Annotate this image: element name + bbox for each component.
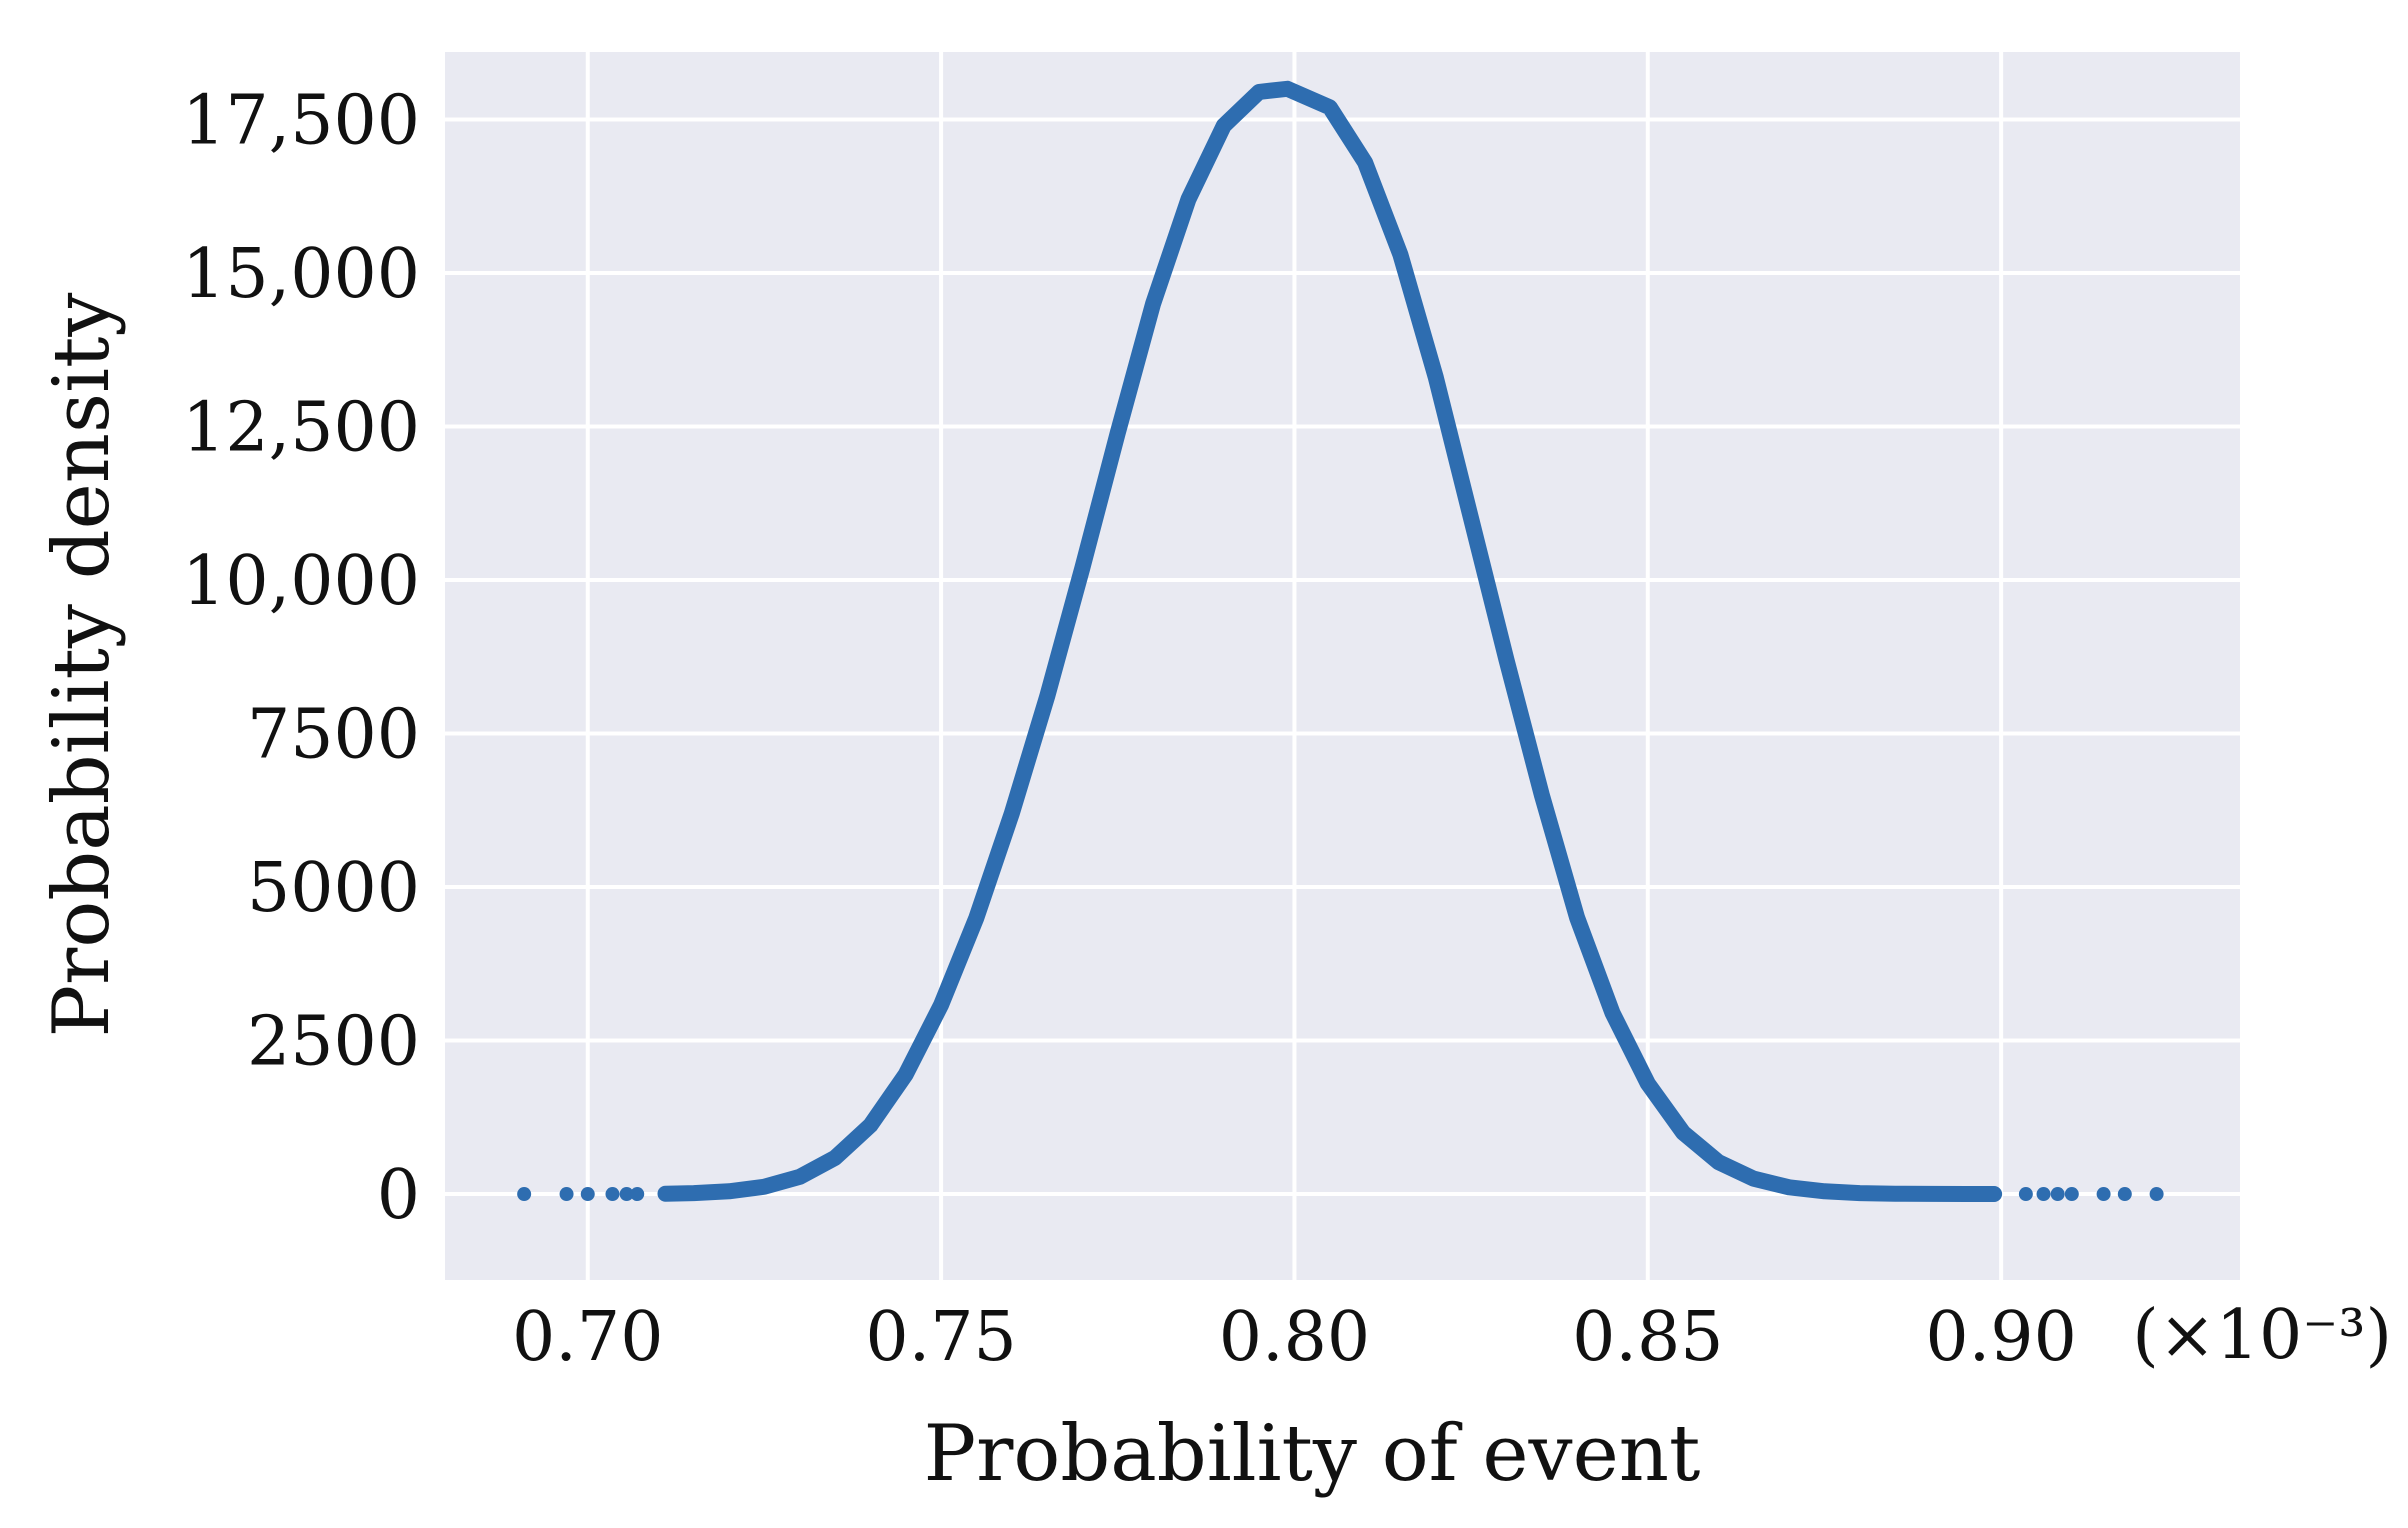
- plot-area: [445, 52, 2240, 1280]
- y-tick-label: 2500: [247, 1003, 420, 1082]
- data-point: [517, 1187, 532, 1202]
- y-tick-label: 0: [377, 1156, 420, 1235]
- data-point: [580, 1187, 595, 1202]
- y-tick-label: 10,000: [182, 542, 420, 621]
- data-point: [559, 1187, 574, 1202]
- x-tick-label: 0.80: [1219, 1298, 1370, 1377]
- data-point: [2117, 1187, 2132, 1202]
- x-axis-title: Probability of event: [924, 1409, 1701, 1499]
- data-point: [619, 1187, 634, 1202]
- y-tick-label: 17,500: [182, 82, 420, 161]
- y-axis-title: Probability density: [37, 293, 127, 1038]
- tick-labels: 0.70 0.75 0.80 0.85 0.90 0 2500 5000 7500 10,000 1…: [182, 82, 2077, 1377]
- x-axis-scale-note: (×10⁻³): [2132, 1296, 2392, 1375]
- data-point: [2064, 1187, 2079, 1202]
- x-tick-label: 0.70: [512, 1298, 663, 1377]
- data-point: [2036, 1187, 2051, 1202]
- data-point: [605, 1187, 620, 1202]
- x-tick-label: 0.85: [1572, 1298, 1723, 1377]
- series-trace: [657, 80, 2003, 1202]
- y-tick-label: 7500: [247, 696, 420, 775]
- data-point: [2050, 1187, 2065, 1202]
- y-tick-label: 15,000: [182, 235, 420, 314]
- x-tick-label: 0.75: [865, 1298, 1016, 1377]
- data-point: [630, 1187, 645, 1202]
- x-tick-label: 0.90: [1925, 1298, 2076, 1377]
- data-point: [2018, 1187, 2033, 1202]
- y-tick-label: 5000: [247, 849, 420, 928]
- data-point: [2149, 1187, 2164, 1202]
- y-tick-label: 12,500: [182, 389, 420, 468]
- data-points: [517, 80, 2164, 1202]
- data-point: [2096, 1187, 2111, 1202]
